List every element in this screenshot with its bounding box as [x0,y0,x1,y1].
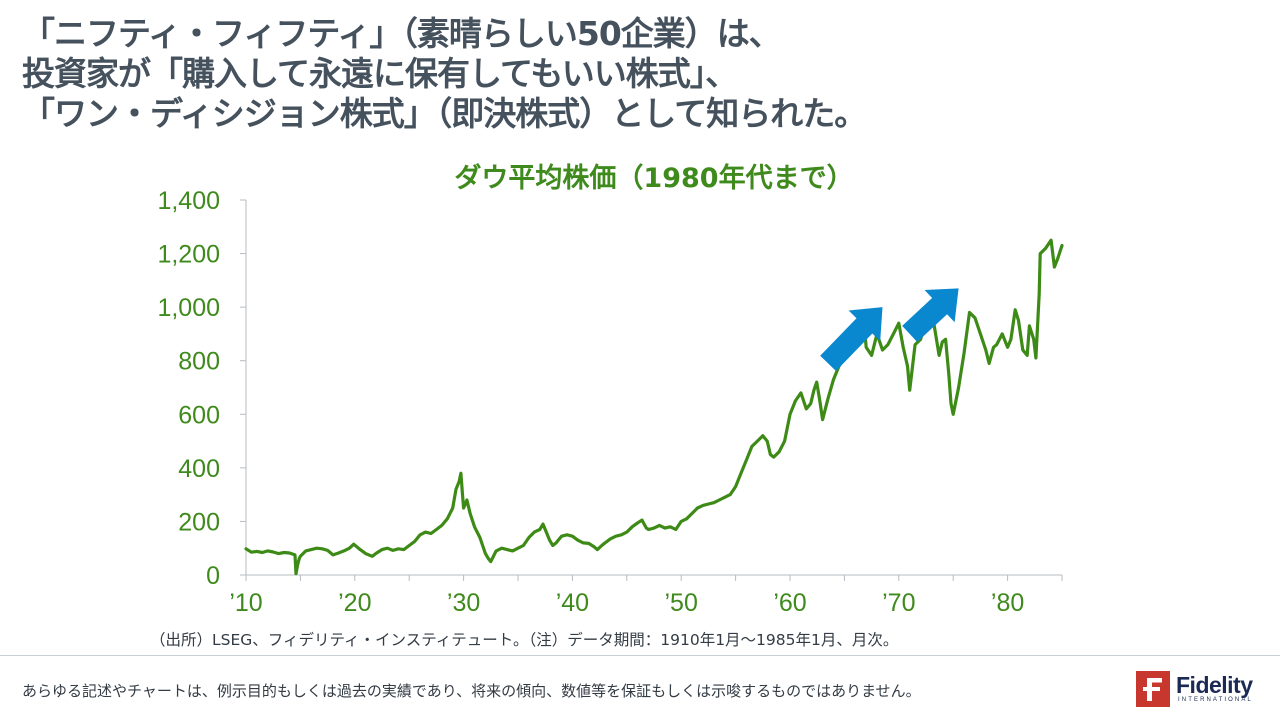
up-right-arrow-icon [820,307,883,371]
y-tick-label: 600 [178,401,220,429]
chart-annotations [820,288,959,371]
fidelity-logo[interactable]: Fidelity INTERNATIONAL [1136,671,1253,707]
logo-text: Fidelity INTERNATIONAL [1176,674,1253,704]
x-tick-label: ’60 [773,589,806,617]
y-tick-label: 800 [178,348,220,376]
dow-index-series-line [244,238,1064,576]
headline-line-2: 投資家が「購入して永遠に保有してもいい株式」、 [22,54,738,93]
x-tick-label: ’80 [991,589,1024,617]
headline-line-1: 「ニフティ・フィフティ」（素晴らしい50企業）は、 [22,14,782,53]
chart-title: ダウ平均株価（1980年代まで） [454,163,854,194]
footer-divider [0,655,1280,656]
headline-line-3: 「ワン・ディシジョン株式」（即決株式）として知られた。 [22,94,867,133]
x-tick-label: ’40 [556,589,589,617]
up-right-arrow-icon [902,288,959,342]
logo-wordmark: Fidelity [1176,672,1253,698]
y-tick-label: 1,000 [157,294,220,322]
headline: 「ニフティ・フィフティ」（素晴らしい50企業）は、 投資家が「購入して永遠に保有… [22,14,1262,134]
disclaimer-text: あらゆる記述やチャートは、例示目的もしくは過去の実績であり、将来の傾向、数値等を… [22,682,921,700]
x-tick-label: ’20 [338,589,371,617]
y-tick-label: 0 [206,562,220,590]
x-tick-label: ’50 [665,589,698,617]
chart-axes: 0 200 400 600 800 1,000 1,200 1,400 ’10 ’20 ’30 ’40… [157,187,1063,617]
y-tick-label: 1,400 [157,187,220,215]
chart-series [244,238,1064,576]
x-tick-label: ’30 [447,589,480,617]
y-tick-label: 200 [178,508,220,536]
source-note: （出所）LSEG、フィデリティ・インスティテュート。（注）データ期間：1910年… [150,631,899,649]
y-tick-label: 400 [178,455,220,483]
fidelity-mark-icon [1136,671,1170,707]
x-tick-label: ’70 [882,589,915,617]
x-tick-label: ’10 [229,589,262,617]
logo-subtitle: INTERNATIONAL [1178,697,1253,703]
y-tick-label: 1,200 [157,241,220,269]
